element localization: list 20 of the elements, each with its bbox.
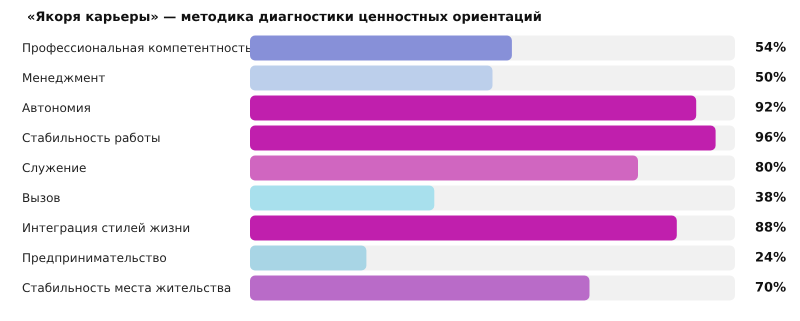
chart-title: «Якоря карьеры» — методика диагностики ценностных ориентаций: [27, 10, 542, 25]
y-tick-label: Предпринимательство: [22, 251, 167, 265]
y-tick-label: Стабильность работы: [22, 131, 161, 145]
data-label: 54%: [755, 40, 786, 56]
y-tick-label: Профессиональная компетентность: [22, 41, 252, 55]
y-tick-label: Вызов: [22, 191, 61, 205]
data-label: 70%: [755, 280, 786, 296]
data-label: 50%: [755, 70, 786, 86]
y-tick-label: Интеграция стилей жизни: [22, 221, 190, 235]
data-label: 80%: [755, 160, 786, 176]
y-tick-label: Менеджмент: [22, 71, 106, 85]
data-label: 88%: [755, 220, 786, 236]
data-label: 24%: [755, 250, 786, 266]
data-label: 38%: [755, 190, 786, 206]
data-label: 96%: [755, 130, 786, 146]
y-tick-label: Автономия: [22, 101, 91, 115]
y-tick-label: Стабильность места жительства: [22, 281, 232, 295]
bar: [250, 246, 366, 270]
y-tick-label: Служение: [22, 161, 86, 175]
data-label: 92%: [755, 100, 786, 116]
